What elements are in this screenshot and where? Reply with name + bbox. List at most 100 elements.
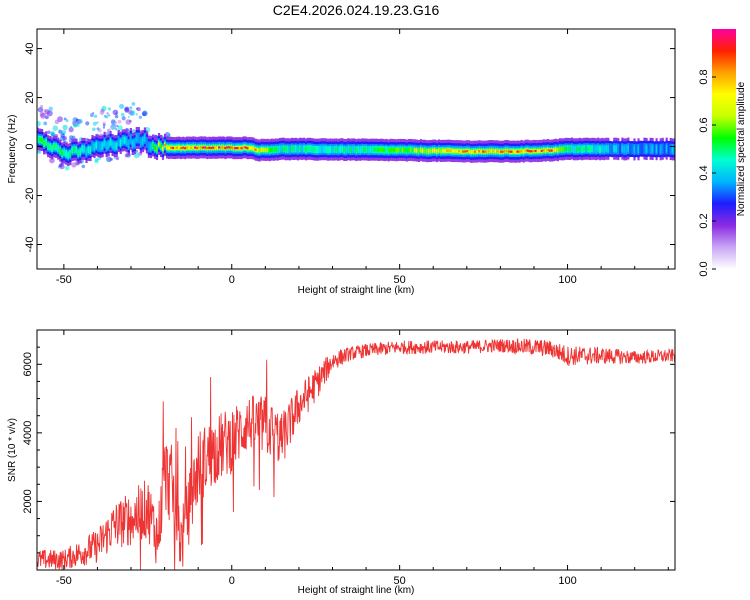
spectrogram-cell [619,148,622,151]
spectrogram-cell [133,142,136,145]
spectrogram-cell [101,145,104,148]
spectrogram-cell [252,147,255,150]
spectrogram-noise [124,107,128,111]
spectrogram-cell [460,150,463,153]
spectrogram-cell [470,150,473,153]
spectrogram-cell [79,150,82,154]
spectrogram-cell [117,139,120,143]
spectrogram-noise [96,127,100,131]
spectrogram-cell [65,152,68,155]
spectrogram-noise [121,116,126,121]
spectrogram-cell [572,148,576,151]
spectrogram-noise [107,107,112,111]
spectrogram-cell [667,147,670,151]
spectrogram-cell [522,150,525,153]
spectrogram-cell [645,148,648,151]
spectrogram-cell [377,148,380,152]
spectrogram-noise [120,112,125,117]
spectrogram-panel: -50 0 50 100 -40 -20 0 20 40 Height of straight … [7,28,676,296]
spectrogram-cell [498,150,501,153]
spectrogram-cell [119,141,122,144]
spectrogram-cell [568,147,572,151]
spectrogram-cell [629,147,632,151]
spectrogram-cell [45,141,48,144]
spectrogram-noise [58,129,62,132]
spectrogram-cell [335,148,338,151]
spectrogram-cell [192,146,195,149]
spectrogram-noise [113,156,117,160]
spectrogram-cell [579,147,582,150]
spectrogram-noise [94,114,98,118]
spectrogram-cell [214,146,217,149]
spectrogram-noise [63,117,67,121]
spectrogram-cell [448,149,451,152]
spectrogram-cell [125,140,128,143]
spectrogram-cell [401,148,404,152]
spectrogram-cell [387,149,390,152]
spectrogram-cell [325,148,328,151]
spectrogram-cell [172,146,175,150]
spectrogram-cell [605,147,608,150]
spectrogram-noise [64,165,70,171]
spectrogram-cell [395,149,398,152]
spectrogram-noise [90,113,94,117]
spectrogram-cell [135,136,138,140]
spectrogram-noise [37,121,41,127]
spectrogram-cell [431,149,435,152]
spectrogram-cell [202,146,205,149]
spectrogram-cell [542,149,545,152]
spectrogram-cell [415,149,418,152]
spectrogram-cell [371,148,374,151]
spectrogram-noise [71,120,77,126]
spectrogram-cell [552,149,555,152]
spectrogram-noise [119,103,125,109]
spectrogram-cell [270,148,273,151]
spectrogram-cell [300,147,304,151]
spectrogram-cell [127,143,130,146]
spectrogram-y-tick-label: 0 [24,143,36,149]
snr-x-tick-label: 100 [558,575,576,587]
spectrogram-cell [581,148,584,151]
colorbar-tick-label: 0.4 [698,165,710,180]
spectrogram-cell [254,148,257,151]
spectrogram-noise [40,104,44,109]
spectrogram-cell [480,150,483,153]
spectrogram-cell [562,148,565,151]
spectrogram-cell [391,148,394,152]
spectrogram-cell [264,148,267,152]
spectrogram-cell [643,147,646,150]
spectrogram-cell [234,147,237,150]
spectrogram-cell [520,149,523,153]
spectrogram-cell [546,148,549,152]
spectrogram-noise [94,159,99,164]
spectrogram-y-tick-label: 20 [24,91,36,103]
spectrogram-noise [37,107,44,113]
spectrogram-y-tick-label: -20 [24,188,36,204]
spectrogram-cell [226,146,229,149]
spectrogram-noise [115,156,120,161]
spectrogram-cell [450,149,453,152]
spectrogram-cell [550,149,553,152]
figure-title: C2E4.2026.024.19.23.G16 [273,2,440,18]
spectrogram-cell [341,148,344,151]
spectrogram-noise [48,106,53,112]
spectrogram-cell [599,148,602,151]
spectrogram-noise [129,119,132,123]
spectrogram-cell [184,147,187,150]
spectrogram-cell [321,148,324,151]
spectrogram-cell [486,150,489,153]
spectrogram-noise [75,118,79,122]
spectrogram-cell [593,147,596,150]
spectrogram-cell [530,150,533,153]
spectrogram-cell [157,142,161,146]
spectrogram-cell [294,147,298,150]
spectrogram-cell [433,149,437,152]
spectrogram-cell [282,147,285,150]
spectrogram-noise [142,110,148,116]
spectrogram-cell [361,148,364,151]
spectrogram-cell [659,148,662,151]
spectrogram-cell [472,150,475,153]
spectrogram-cell [41,138,44,142]
spectrogram-noise [78,119,83,124]
spectrogram-cell [613,147,616,150]
